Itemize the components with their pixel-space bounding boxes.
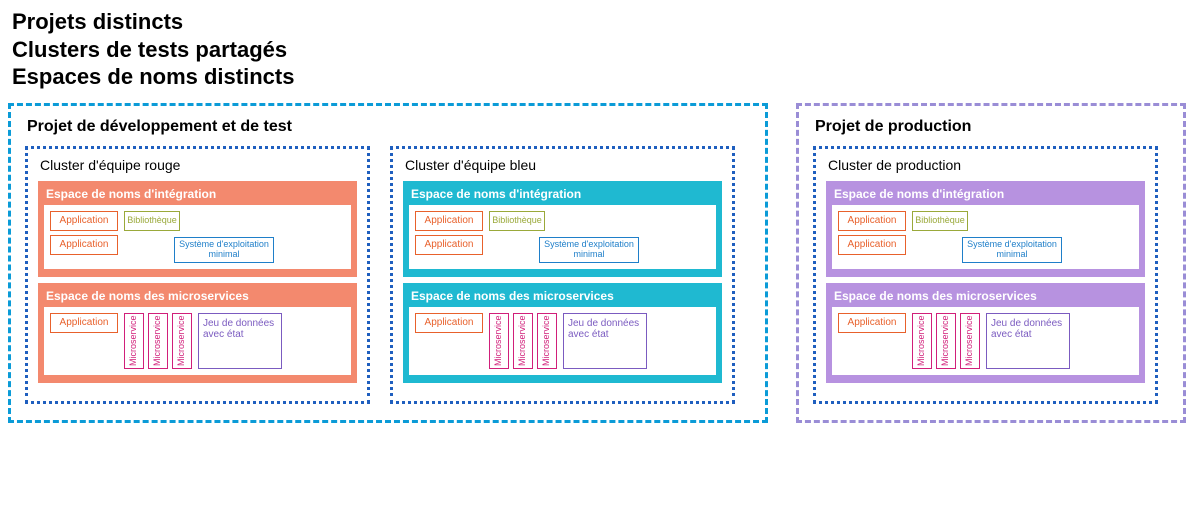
microservice-row: MicroserviceMicroserviceMicroservice [489, 313, 557, 369]
cluster: Cluster de production Espace de noms d'in… [813, 146, 1158, 404]
microservice-block: Microservice [912, 313, 932, 369]
heading-line-3: Espaces de noms distincts [12, 63, 1192, 91]
namespace-microservices-body: ApplicationMicroserviceMicroserviceMicro… [409, 307, 716, 375]
namespace-microservices-body: ApplicationMicroserviceMicroserviceMicro… [832, 307, 1139, 375]
application-block: Application [838, 313, 906, 333]
microservice-block: Microservice [172, 313, 192, 369]
project-title: Projet de développement et de test [27, 118, 751, 136]
namespace-integration-body: Application Application Bibliothèque Systèm… [44, 205, 351, 269]
cluster-title: Cluster d'équipe bleu [405, 157, 722, 173]
namespace-title: Espace de noms d'intégration [411, 187, 716, 201]
clusters-row: Cluster de production Espace de noms d'in… [813, 146, 1169, 404]
project-dev: Projet de développement et de test Cluste… [8, 103, 768, 423]
stateful-dataset-block: Jeu de données avec état [986, 313, 1070, 369]
application-block: Application [50, 235, 118, 255]
namespace-title: Espace de noms d'intégration [834, 187, 1139, 201]
application-column: Application Application [415, 211, 483, 255]
os-minimal-block: Système d'exploitation minimal [539, 237, 639, 263]
project-prod: Projet de production Cluster de productio… [796, 103, 1186, 423]
application-block: Application [415, 313, 483, 333]
microservice-row: MicroserviceMicroserviceMicroservice [124, 313, 192, 369]
stateful-dataset-block: Jeu de données avec état [198, 313, 282, 369]
microservice-row: MicroserviceMicroserviceMicroservice [912, 313, 980, 369]
namespace-integration: Espace de noms d'intégrationApplicationA… [826, 181, 1145, 277]
application-column: Application Application [838, 211, 906, 255]
application-block: Application [415, 211, 483, 231]
os-minimal-block: Système d'exploitation minimal [174, 237, 274, 263]
integration-side-column: Bibliothèque Système d'exploitation minim… [124, 211, 274, 263]
os-minimal-block: Système d'exploitation minimal [962, 237, 1062, 263]
namespace-integration-body: Application Application Bibliothèque Systèm… [832, 205, 1139, 269]
application-block: Application [50, 211, 118, 231]
library-block: Bibliothèque [489, 211, 545, 231]
page-heading: Projets distincts Clusters de tests part… [12, 8, 1192, 91]
microservice-block: Microservice [489, 313, 509, 369]
library-block: Bibliothèque [124, 211, 180, 231]
stateful-dataset-block: Jeu de données avec état [563, 313, 647, 369]
namespace-integration: Espace de noms d'intégrationApplicationA… [38, 181, 357, 277]
namespace-microservices-body: ApplicationMicroserviceMicroserviceMicro… [44, 307, 351, 375]
microservice-block: Microservice [537, 313, 557, 369]
integration-side-column: Bibliothèque Système d'exploitation minim… [489, 211, 639, 263]
heading-line-2: Clusters de tests partagés [12, 36, 1192, 64]
cluster-title: Cluster de production [828, 157, 1145, 173]
namespace-microservices: Espace de noms des microservices Applicat… [826, 283, 1145, 383]
namespace-title: Espace de noms d'intégration [46, 187, 351, 201]
microservice-block: Microservice [148, 313, 168, 369]
library-block: Bibliothèque [912, 211, 968, 231]
clusters-row: Cluster d'équipe rouge Espace de noms d'i… [25, 146, 751, 404]
microservice-block: Microservice [513, 313, 533, 369]
microservice-block: Microservice [124, 313, 144, 369]
heading-line-1: Projets distincts [12, 8, 1192, 36]
application-block: Application [838, 235, 906, 255]
namespace-microservices: Espace de noms des microservices Applicat… [38, 283, 357, 383]
application-block: Application [50, 313, 118, 333]
application-block: Application [415, 235, 483, 255]
namespace-title: Espace de noms des microservices [411, 289, 716, 303]
project-title: Projet de production [815, 118, 1169, 136]
application-block: Application [838, 211, 906, 231]
projects-row: Projet de développement et de test Cluste… [8, 103, 1192, 423]
cluster-title: Cluster d'équipe rouge [40, 157, 357, 173]
namespace-title: Espace de noms des microservices [46, 289, 351, 303]
namespace-title: Espace de noms des microservices [834, 289, 1139, 303]
application-column: Application Application [50, 211, 118, 255]
cluster: Cluster d'équipe rouge Espace de noms d'i… [25, 146, 370, 404]
integration-side-column: Bibliothèque Système d'exploitation minim… [912, 211, 1062, 263]
cluster: Cluster d'équipe bleu Espace de noms d'in… [390, 146, 735, 404]
namespace-integration-body: Application Application Bibliothèque Systèm… [409, 205, 716, 269]
namespace-integration: Espace de noms d'intégrationApplicationA… [403, 181, 722, 277]
microservice-block: Microservice [960, 313, 980, 369]
namespace-microservices: Espace de noms des microservices Applicat… [403, 283, 722, 383]
microservice-block: Microservice [936, 313, 956, 369]
